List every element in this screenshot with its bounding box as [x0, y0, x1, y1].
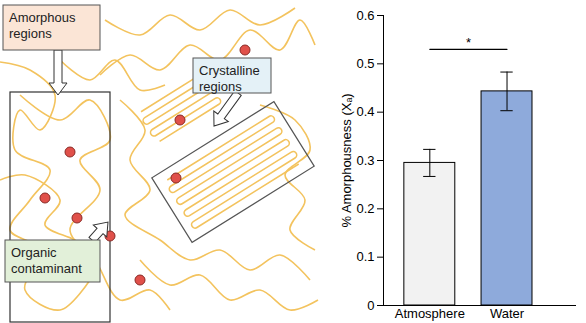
svg-text:0.5: 0.5: [356, 56, 374, 71]
svg-text:Amorphousregions: Amorphousregions: [9, 10, 76, 41]
svg-text:0.6: 0.6: [356, 8, 374, 23]
svg-text:Organiccontaminant: Organiccontaminant: [11, 245, 82, 276]
svg-text:Atmosphere: Atmosphere: [395, 306, 465, 321]
svg-text:0.1: 0.1: [356, 249, 374, 264]
svg-text:0.4: 0.4: [356, 104, 374, 119]
svg-text:*: *: [466, 35, 471, 50]
svg-text:Crystallineregions: Crystallineregions: [199, 63, 260, 94]
svg-text:0.2: 0.2: [356, 201, 374, 216]
svg-text:0: 0: [367, 298, 374, 313]
svg-text:Water: Water: [490, 306, 525, 321]
svg-text:0.3: 0.3: [356, 153, 374, 168]
svg-text:% Amorphousness (Xₐ): % Amorphousness (Xₐ): [339, 93, 354, 227]
